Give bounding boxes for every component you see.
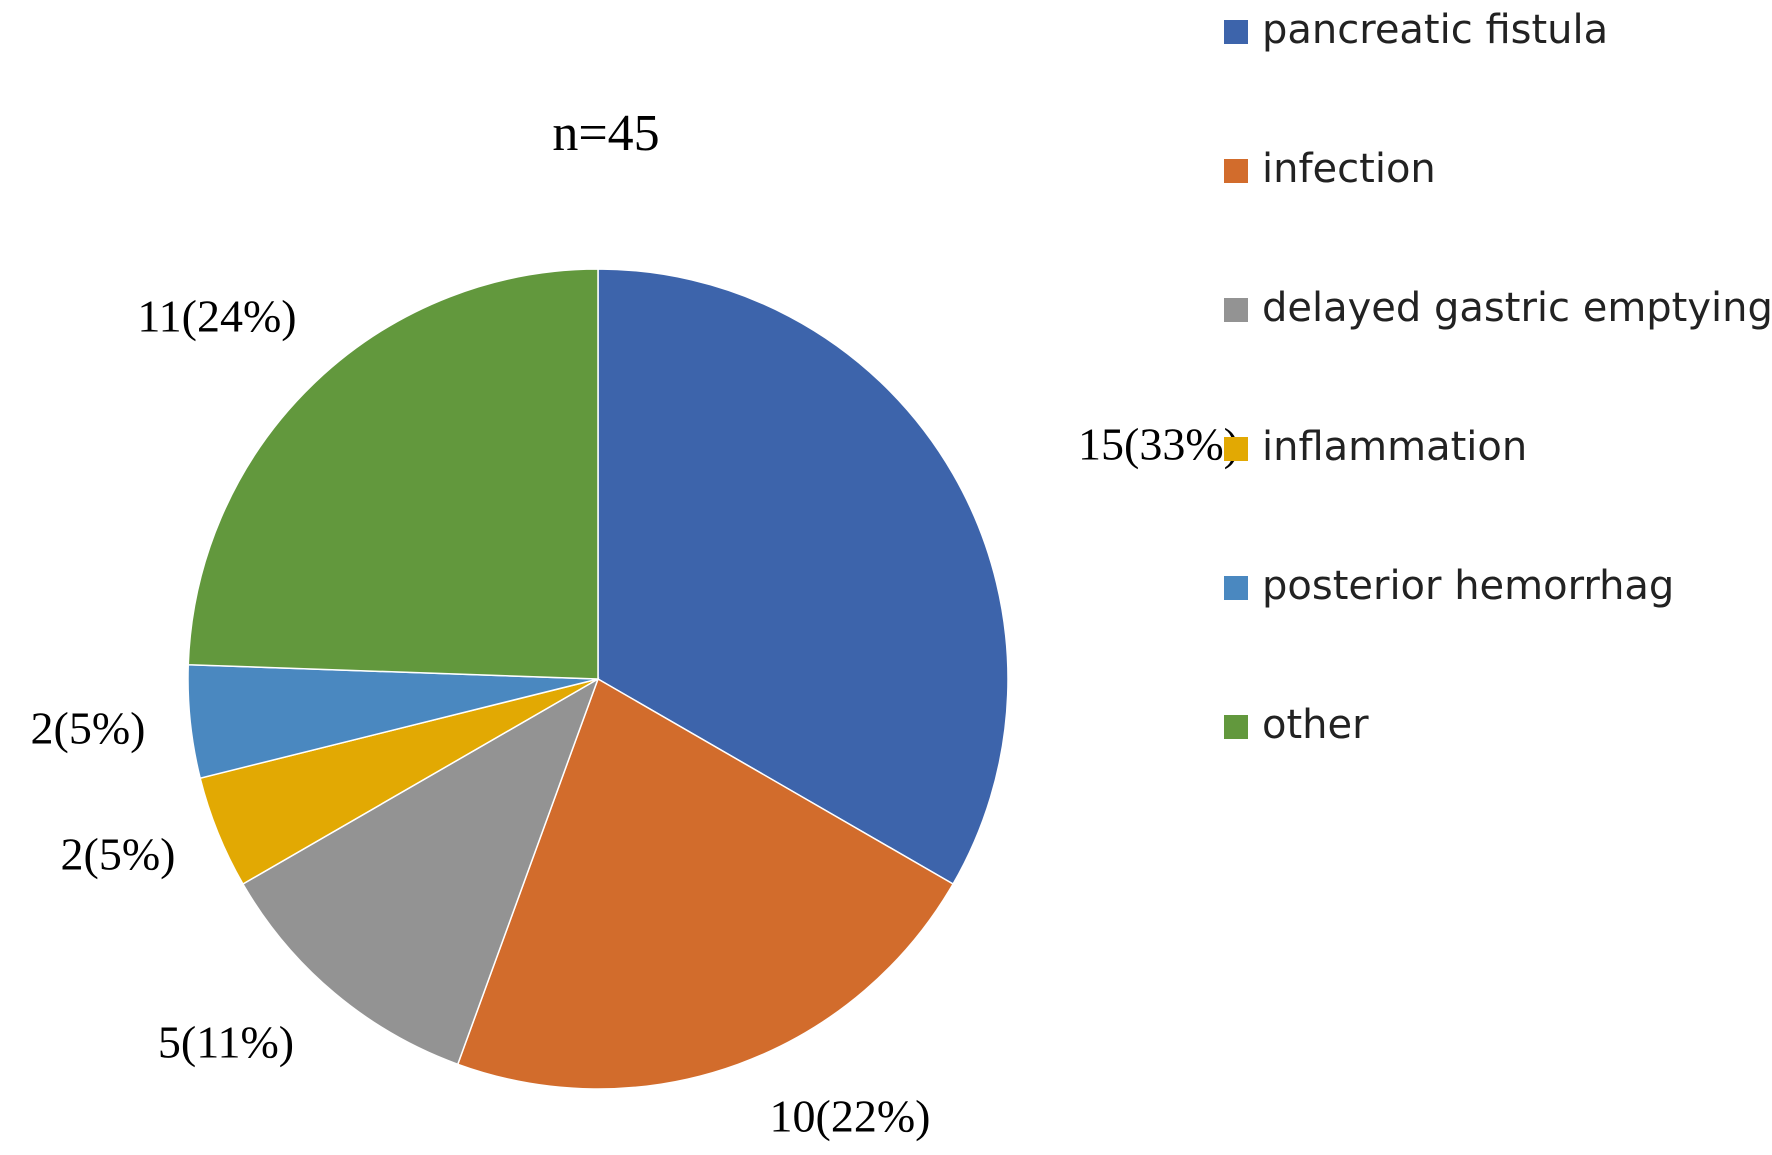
legend-swatch	[1224, 159, 1248, 183]
data-label: 2(5%)	[61, 829, 176, 880]
legend-label: infection	[1262, 146, 1436, 192]
pie-slice	[187, 268, 599, 680]
legend-label: posterior hemorrhag	[1262, 563, 1674, 609]
pie-slice	[241, 677, 600, 1066]
data-label: 11(24%)	[137, 291, 296, 342]
pie-slice	[597, 268, 1009, 886]
chart-title: n=45	[552, 105, 659, 162]
pie-slice	[456, 677, 955, 1090]
legend-swatch	[1224, 298, 1248, 322]
legend-swatch	[1224, 715, 1248, 739]
data-label: 5(11%)	[158, 1017, 294, 1068]
legend-label: other	[1262, 702, 1369, 748]
data-label: 15(33%)	[1078, 419, 1239, 470]
legend-label: delayed gastric emptying	[1262, 285, 1772, 331]
legend-label: inflammation	[1262, 424, 1527, 470]
legend-swatch	[1224, 437, 1248, 461]
legend-swatch	[1224, 20, 1248, 44]
data-label: 2(5%)	[31, 703, 146, 754]
data-label: 10(22%)	[770, 1091, 931, 1142]
legend-swatch	[1224, 576, 1248, 600]
legend-label: pancreatic fistula	[1262, 7, 1608, 53]
